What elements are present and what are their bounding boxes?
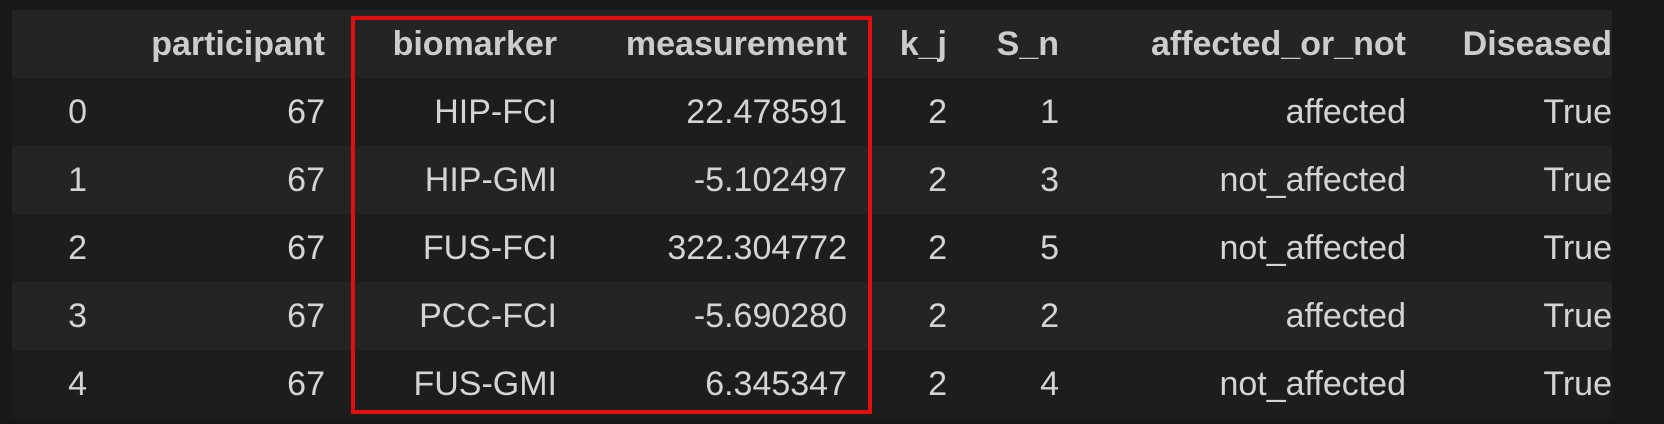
cell-diseased: True bbox=[1543, 92, 1612, 131]
row-index: 0 bbox=[68, 92, 87, 131]
cell-biomarker: FUS-FCI bbox=[422, 228, 557, 267]
cell-participant: 67 bbox=[287, 160, 325, 199]
cell-diseased: True bbox=[1543, 228, 1612, 267]
cell-k-j: 2 bbox=[928, 160, 947, 199]
cell-participant: 67 bbox=[287, 228, 325, 267]
row-index: 4 bbox=[68, 364, 87, 403]
row-index: 2 bbox=[68, 228, 87, 267]
cell-measurement: -5.102497 bbox=[693, 160, 847, 199]
cell-affected-or-not: not_affected bbox=[1219, 160, 1406, 199]
cell-s-n: 4 bbox=[1040, 364, 1059, 403]
col-header-measurement: measurement bbox=[625, 24, 847, 63]
table-row: 3 67 PCC-FCI -5.690280 2 2 affected True bbox=[12, 282, 1612, 350]
cell-measurement: -5.690280 bbox=[693, 296, 847, 335]
row-index: 1 bbox=[68, 160, 87, 199]
cell-s-n: 1 bbox=[1040, 92, 1059, 131]
cell-participant: 67 bbox=[287, 92, 325, 131]
cell-affected-or-not: not_affected bbox=[1219, 228, 1406, 267]
cell-diseased: True bbox=[1543, 364, 1612, 403]
cell-participant: 67 bbox=[287, 296, 325, 335]
cell-participant: 67 bbox=[287, 364, 325, 403]
cell-measurement: 322.304772 bbox=[667, 228, 847, 267]
table-row: 0 67 HIP-FCI 22.478591 2 1 affected True bbox=[12, 78, 1612, 146]
col-header-s-n: S_n bbox=[996, 24, 1059, 63]
cell-measurement: 6.345347 bbox=[705, 364, 847, 403]
cell-biomarker: FUS-GMI bbox=[413, 364, 557, 403]
col-header-affected-or-not: affected_or_not bbox=[1150, 24, 1406, 63]
cell-biomarker: PCC-FCI bbox=[419, 296, 557, 335]
cell-affected-or-not: affected bbox=[1285, 296, 1406, 335]
cell-s-n: 2 bbox=[1040, 296, 1059, 335]
index-header bbox=[12, 10, 87, 78]
table-row: 2 67 FUS-FCI 322.304772 2 5 not_affected… bbox=[12, 214, 1612, 282]
col-header-k-j: k_j bbox=[899, 24, 947, 63]
dataframe-table: participant biomarker measurement k_j S_… bbox=[12, 10, 1612, 418]
col-header-biomarker: biomarker bbox=[392, 24, 557, 63]
cell-affected-or-not: affected bbox=[1285, 92, 1406, 131]
cell-s-n: 3 bbox=[1040, 160, 1059, 199]
cell-diseased: True bbox=[1543, 296, 1612, 335]
row-index: 3 bbox=[68, 296, 87, 335]
cell-s-n: 5 bbox=[1040, 228, 1059, 267]
cell-k-j: 2 bbox=[928, 364, 947, 403]
col-header-participant: participant bbox=[151, 24, 325, 63]
cell-biomarker: HIP-FCI bbox=[434, 92, 557, 131]
col-header-diseased: Diseased bbox=[1462, 24, 1612, 63]
cell-measurement: 22.478591 bbox=[686, 92, 847, 131]
table-row: 4 67 FUS-GMI 6.345347 2 4 not_affected T… bbox=[12, 350, 1612, 418]
table-row: 1 67 HIP-GMI -5.102497 2 3 not_affected … bbox=[12, 146, 1612, 214]
cell-affected-or-not: not_affected bbox=[1219, 364, 1406, 403]
cell-k-j: 2 bbox=[928, 92, 947, 131]
cell-diseased: True bbox=[1543, 160, 1612, 199]
cell-biomarker: HIP-GMI bbox=[424, 160, 557, 199]
header-row: participant biomarker measurement k_j S_… bbox=[12, 10, 1612, 78]
cell-k-j: 2 bbox=[928, 296, 947, 335]
cell-k-j: 2 bbox=[928, 228, 947, 267]
